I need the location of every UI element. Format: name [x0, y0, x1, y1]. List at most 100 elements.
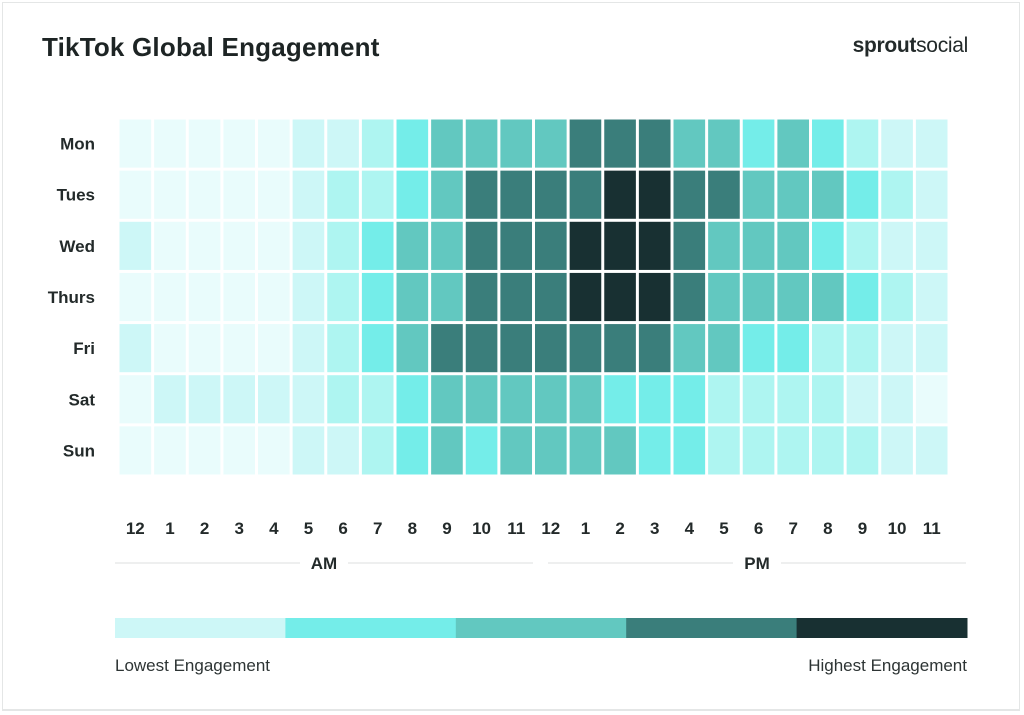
heatmap-cell-sat-2: [188, 375, 221, 424]
heatmap-cell-tues-18: [742, 170, 775, 219]
heatmap-cell-sat-11: [500, 375, 533, 424]
heatmap-cell-sun-21: [846, 426, 879, 475]
heatmap-cell-thurs-1: [154, 272, 186, 322]
column-label-3: 3: [234, 519, 243, 538]
heatmap-cell-tues-16: [673, 170, 706, 219]
heatmap-cell-sun-16: [673, 426, 706, 475]
heatmap-cell-fri-13: [569, 324, 602, 373]
heatmap-cell-sat-17: [708, 375, 740, 424]
column-label-4: 4: [269, 519, 279, 538]
heatmap-cell-sun-17: [708, 426, 740, 475]
chart-title: TikTok Global Engagement: [42, 32, 380, 62]
legend-low-label: Lowest Engagement: [115, 656, 270, 675]
heatmap-cell-thurs-7: [361, 272, 394, 322]
heatmap-cell-fri-0: [119, 324, 152, 373]
heatmap-cell-tues-14: [604, 170, 636, 219]
heatmap-cell-thurs-13: [569, 272, 602, 322]
heatmap-cell-sun-7: [361, 426, 394, 475]
heatmap-cell-sun-2: [188, 426, 221, 475]
heatmap-cell-wed-7: [361, 221, 394, 270]
heatmap-cell-wed-3: [223, 221, 256, 270]
heatmap-cell-wed-18: [742, 221, 775, 270]
heatmap-cell-wed-4: [258, 221, 290, 270]
column-label-21: 9: [858, 519, 867, 538]
heatmap-cell-sat-14: [604, 375, 636, 424]
heatmap-cell-mon-16: [673, 119, 706, 168]
column-label-2: 2: [200, 519, 209, 538]
group-label-am: AM: [311, 554, 337, 573]
group-label-pm: PM: [744, 554, 770, 573]
heatmap-cell-sat-8: [396, 375, 429, 424]
column-label-5: 5: [304, 519, 313, 538]
heatmap-cell-wed-16: [673, 221, 706, 270]
heatmap-cell-sat-23: [915, 375, 948, 424]
heatmap-cell-sat-21: [846, 375, 879, 424]
heatmap-cell-fri-11: [500, 324, 533, 373]
heatmap-cell-sun-14: [604, 426, 636, 475]
heatmap-cell-fri-10: [465, 324, 498, 373]
heatmap-cell-mon-5: [292, 119, 325, 168]
heatmap-cell-mon-19: [777, 119, 810, 168]
heatmap-cell-wed-10: [465, 221, 498, 270]
row-label-tues: Tues: [57, 186, 95, 205]
heatmap-cell-fri-12: [535, 324, 567, 373]
heatmap-cell-thurs-10: [465, 272, 498, 322]
legend-swatch-2: [455, 618, 627, 638]
heatmap-cell-mon-15: [638, 119, 671, 168]
heatmap-cell-fri-14: [604, 324, 636, 373]
column-label-14: 2: [615, 519, 624, 538]
row-label-wed: Wed: [59, 237, 95, 256]
heatmap-cell-fri-19: [777, 324, 810, 373]
heatmap-cell-wed-22: [881, 221, 913, 270]
heatmap-cell-thurs-2: [188, 272, 221, 322]
heatmap-cell-tues-10: [465, 170, 498, 219]
heatmap-cell-sun-6: [327, 426, 359, 475]
heatmap-cell-mon-3: [223, 119, 256, 168]
heatmap-cell-sun-12: [535, 426, 567, 475]
heatmap-cell-thurs-18: [742, 272, 775, 322]
heatmap-cell-sat-7: [361, 375, 394, 424]
heatmap-cell-tues-0: [119, 170, 152, 219]
heatmap-cell-tues-2: [188, 170, 221, 219]
heatmap-cell-thurs-19: [777, 272, 810, 322]
row-label-fri: Fri: [73, 339, 95, 358]
row-label-sat: Sat: [69, 390, 96, 409]
heatmap-cell-fri-4: [258, 324, 290, 373]
heatmap-cell-mon-8: [396, 119, 429, 168]
heatmap-cell-mon-12: [535, 119, 567, 168]
legend-swatch-0: [115, 618, 286, 638]
heatmap-cell-thurs-23: [915, 272, 948, 322]
heatmap-cell-sat-9: [431, 375, 463, 424]
heatmap-cell-thurs-4: [258, 272, 290, 322]
heatmap-cell-sun-1: [154, 426, 186, 475]
column-label-19: 7: [788, 519, 797, 538]
legend-high-label: Highest Engagement: [808, 656, 967, 675]
heatmap-cell-sun-19: [777, 426, 810, 475]
heatmap-cell-tues-20: [812, 170, 844, 219]
heatmap-cell-sat-19: [777, 375, 810, 424]
column-label-6: 6: [338, 519, 347, 538]
column-label-8: 8: [408, 519, 417, 538]
column-label-15: 3: [650, 519, 659, 538]
heatmap-cell-thurs-8: [396, 272, 429, 322]
heatmap-cell-tues-1: [154, 170, 186, 219]
column-label-16: 4: [685, 519, 695, 538]
heatmap-cell-sat-4: [258, 375, 290, 424]
heatmap-cell-sat-18: [742, 375, 775, 424]
heatmap-cell-tues-12: [535, 170, 567, 219]
heatmap-cell-wed-6: [327, 221, 359, 270]
heatmap-cell-sun-4: [258, 426, 290, 475]
column-label-1: 1: [165, 519, 174, 538]
heatmap-cell-fri-6: [327, 324, 359, 373]
heatmap-cell-fri-2: [188, 324, 221, 373]
heatmap-cell-tues-21: [846, 170, 879, 219]
heatmap-cell-fri-20: [812, 324, 844, 373]
heatmap-cell-mon-14: [604, 119, 636, 168]
heatmap-cell-wed-23: [915, 221, 948, 270]
heatmap-cell-fri-8: [396, 324, 429, 373]
column-label-17: 5: [719, 519, 728, 538]
heatmap-cell-mon-4: [258, 119, 290, 168]
heatmap-cell-wed-12: [535, 221, 567, 270]
heatmap-cell-fri-1: [154, 324, 186, 373]
